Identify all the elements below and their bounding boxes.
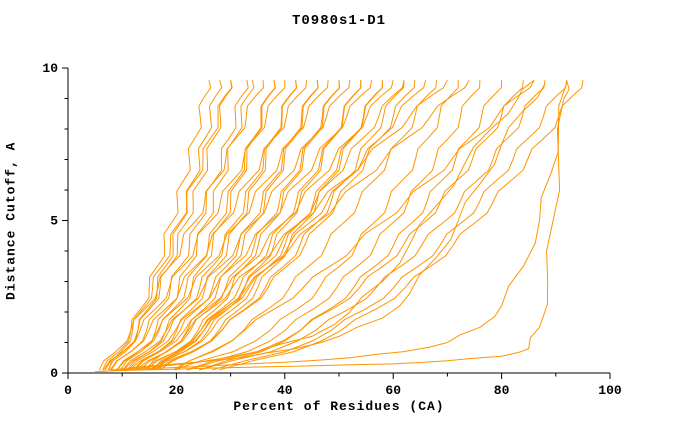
model-curve (111, 83, 546, 371)
model-curve (104, 80, 286, 371)
model-curve (139, 80, 319, 371)
model-curve (100, 83, 568, 372)
x-tick-label: 20 (169, 383, 185, 398)
x-tick-label: 100 (598, 383, 622, 398)
y-tick-label: 5 (50, 214, 58, 229)
model-curve (151, 80, 427, 371)
model-curve (103, 80, 233, 371)
model-curve (175, 79, 535, 371)
y-tick-label: 0 (50, 366, 58, 381)
model-curve (129, 80, 319, 371)
model-curve (159, 80, 383, 371)
model-curve (107, 80, 223, 371)
model-curve (174, 80, 459, 371)
model-curve (109, 80, 249, 371)
x-tick-label: 80 (494, 383, 510, 398)
model-curve (151, 80, 416, 371)
model-curve (128, 80, 372, 371)
model-curve (122, 79, 535, 371)
model-curve (135, 80, 340, 371)
model-curve (120, 80, 255, 371)
model-curve (116, 80, 329, 371)
model-curve (102, 80, 212, 371)
model-curve (146, 79, 448, 371)
model-curve (219, 80, 584, 371)
model-curve (126, 80, 276, 371)
model-curve (152, 80, 362, 371)
model-curve (133, 80, 298, 371)
model-curve (212, 80, 568, 371)
x-tick-label: 0 (64, 383, 72, 398)
model-curve (172, 80, 438, 371)
model-curve (98, 80, 264, 371)
model-curve (110, 80, 307, 371)
model-curve (187, 80, 524, 371)
x-axis-label: Percent of Residues (CA) (233, 399, 445, 414)
model-curve (199, 80, 503, 371)
model-curve (122, 80, 298, 371)
model-curve (122, 80, 351, 371)
model-curve (95, 80, 570, 372)
x-tick-label: 40 (277, 383, 293, 398)
model-curve (146, 80, 341, 371)
model-curve (157, 79, 470, 371)
model-curve (134, 80, 394, 371)
model-curve (199, 80, 546, 371)
x-tick-label: 60 (385, 383, 401, 398)
chart-title: T0980s1-D1 (291, 13, 386, 29)
y-tick-label: 10 (42, 61, 58, 76)
model-curve (186, 80, 481, 371)
axes-frame (67, 68, 610, 374)
